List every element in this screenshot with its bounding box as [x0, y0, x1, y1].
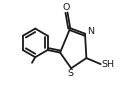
Text: N: N [87, 27, 94, 36]
Text: O: O [62, 3, 70, 12]
Text: SH: SH [102, 60, 115, 69]
Text: S: S [67, 69, 73, 78]
